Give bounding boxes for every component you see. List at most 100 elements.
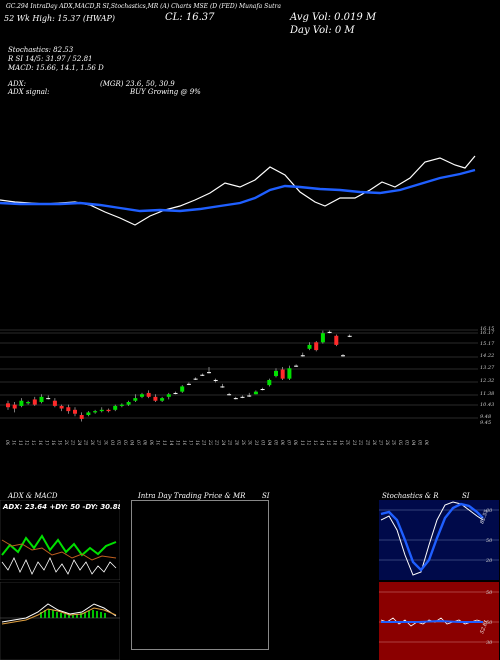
candle-body[interactable] [166, 394, 171, 397]
candle-body[interactable] [320, 333, 325, 343]
candle-body[interactable] [193, 378, 198, 380]
candle-body[interactable] [314, 342, 319, 351]
date-tick-label: 28 Oct [233, 439, 239, 445]
date-tick-label: 15 Oct [174, 440, 180, 445]
date-tick-label: 31 Oct [253, 440, 259, 445]
candle-body[interactable] [267, 379, 272, 386]
date-tick-label: 21 Nov [351, 439, 357, 445]
price-tick-label: 9.48 [480, 414, 491, 420]
candle-body[interactable] [347, 335, 352, 337]
candle-body[interactable] [274, 370, 278, 377]
macd-histogram [40, 609, 106, 618]
candle-body[interactable] [341, 355, 345, 357]
candle-body[interactable] [227, 394, 232, 396]
candle-body[interactable] [186, 383, 191, 385]
stoch-level-80: 80 [486, 508, 493, 514]
price-tick-label: 15.17 [480, 341, 495, 347]
date-tick-label: 09 Oct [148, 440, 154, 445]
candle-body[interactable] [59, 405, 64, 409]
candle-body[interactable] [126, 402, 131, 405]
stochastics-readout: Stochastics: 82.53 [8, 46, 74, 54]
date-tick-label: 04 Dec [410, 440, 416, 445]
candle-body[interactable] [119, 404, 124, 406]
rsi-level-upper: 50 [486, 590, 493, 596]
adx-signal-label: ADX signal: [8, 88, 50, 96]
date-tick-label: 16 Oct [181, 440, 187, 445]
date-tick-label: 03 Dec [404, 440, 410, 445]
date-tick-label: 10 Sep [11, 440, 17, 445]
candle-body[interactable] [300, 355, 305, 357]
date-tick-label: 25 Nov [364, 439, 370, 445]
stochastics-si-label: SI [462, 492, 470, 500]
date-tick-label: 20 Sep [63, 439, 69, 445]
candle-body[interactable] [106, 409, 111, 412]
candle-body[interactable] [79, 415, 84, 419]
candle-body[interactable] [327, 331, 332, 333]
rsi-panel: 50 50 30 52.81 [379, 582, 499, 660]
candle-body[interactable] [207, 372, 211, 374]
stochastics-panel: 80 50 20 82.55 [379, 500, 499, 580]
candle-body[interactable] [19, 400, 24, 406]
candle-body[interactable] [6, 403, 10, 408]
candle-body[interactable] [99, 409, 104, 412]
date-tick-label: 29 Nov [390, 439, 396, 445]
candle-body[interactable] [32, 399, 37, 405]
candle-body[interactable] [247, 395, 252, 397]
date-tick-label: 03 Oct [122, 440, 128, 445]
date-tick-label: 07 Oct [135, 440, 141, 445]
date-tick-label: 06 Dec [423, 440, 429, 445]
macd-signal-line [1, 607, 117, 625]
date-tick-label: 18 Nov [332, 440, 338, 445]
date-tick-label: 01 Nov [259, 440, 265, 445]
candle-body[interactable] [73, 409, 77, 414]
candle-body[interactable] [213, 379, 218, 381]
candle-body[interactable] [93, 411, 98, 413]
candle-body[interactable] [39, 396, 44, 403]
date-tick-label: 12 Nov [305, 440, 311, 445]
candle-body[interactable] [160, 398, 165, 401]
candle-body[interactable] [200, 374, 205, 376]
candle-body[interactable] [46, 398, 51, 400]
candle-body[interactable] [153, 396, 158, 401]
date-tick-label: 18 Sep [50, 440, 56, 445]
date-tick-label: 21 Oct [201, 439, 207, 445]
date-tick-label: 22 Oct [207, 439, 213, 445]
date-tick-label: 30 Oct [246, 440, 252, 445]
price-tick-label: 13.27 [480, 365, 495, 371]
date-tick-label: 24 Oct [220, 439, 226, 445]
date-tick-label: 26 Nov [371, 439, 377, 445]
adx-macd-title: ADX & MACD [8, 492, 58, 500]
candle-body[interactable] [233, 398, 238, 400]
candle-body[interactable] [307, 344, 312, 349]
candle-body[interactable] [260, 389, 265, 391]
candle-body[interactable] [294, 365, 299, 367]
candle-body[interactable] [240, 396, 245, 398]
date-tick-label: 04 Oct [128, 440, 134, 445]
candle-body[interactable] [334, 335, 339, 345]
candle-body[interactable] [86, 412, 91, 416]
price-tick-label: 16.17 [480, 330, 495, 336]
moving-average-blue[interactable] [0, 168, 476, 213]
candle-body[interactable] [113, 405, 118, 410]
candle-body[interactable] [52, 400, 57, 406]
candle-body[interactable] [26, 402, 31, 404]
candle-body[interactable] [287, 368, 292, 379]
candle-body[interactable] [173, 392, 178, 394]
candlestick-series [6, 330, 352, 422]
adx-line [1, 539, 117, 561]
candle-body[interactable] [220, 386, 225, 388]
candle-body[interactable] [133, 398, 138, 401]
price-tick-label: 14.22 [480, 353, 494, 359]
candle-body[interactable] [66, 407, 71, 412]
date-tick-label: 05 Dec [417, 440, 423, 445]
candle-body[interactable] [280, 369, 285, 379]
candle-body[interactable] [253, 391, 258, 395]
candle-body[interactable] [140, 394, 144, 397]
candle-body[interactable] [180, 386, 185, 392]
date-tick-label: 02 Dec [397, 440, 403, 445]
date-tick-label: 09 Sep [4, 440, 10, 445]
date-tick-label: 13 Nov [312, 440, 318, 445]
candle-body[interactable] [12, 404, 17, 409]
candle-body[interactable] [146, 392, 151, 397]
